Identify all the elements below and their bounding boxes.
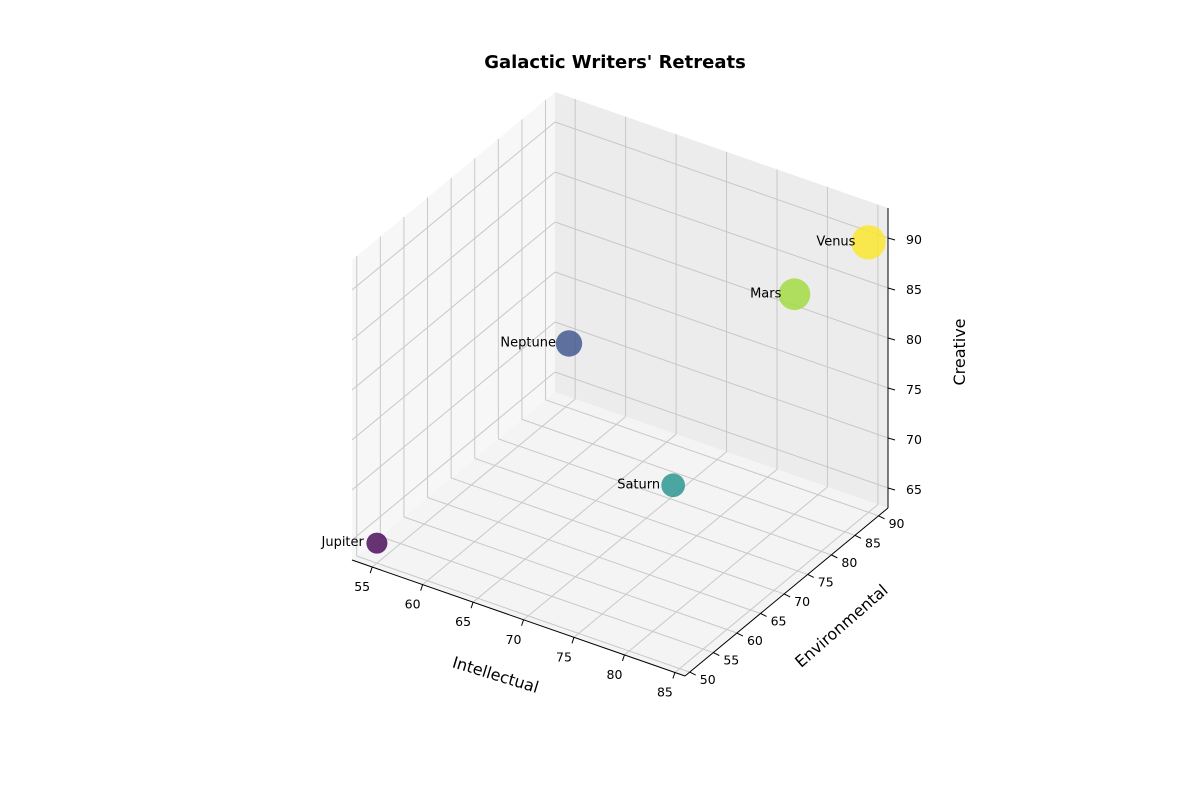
grid-line-z-back <box>554 321 889 439</box>
grid-line-z-side <box>351 271 556 441</box>
grid-line-y-floor <box>521 418 856 536</box>
y-tick-mark <box>689 671 696 676</box>
y-tick-label: 85 <box>865 535 881 550</box>
axis-panes <box>352 92 888 676</box>
y-axis-line <box>684 507 889 677</box>
y-tick-label: 50 <box>700 672 716 687</box>
y-tick-label: 80 <box>841 555 857 570</box>
axis-lines <box>351 208 896 679</box>
side-pane <box>352 92 555 560</box>
x-tick-label: 60 <box>405 597 421 612</box>
data-label-mars: Mars <box>750 286 782 301</box>
x-tick-label: 85 <box>657 684 673 699</box>
z-tick-label: 75 <box>906 382 922 397</box>
x-tick-label: 70 <box>506 632 522 647</box>
x-tick-mark <box>672 672 676 679</box>
grid-line-x-floor <box>422 416 626 585</box>
grid-line-x-floor <box>472 433 677 603</box>
data-points: Venus Mars Neptune Saturn Jupiter <box>321 225 886 554</box>
grid-line-x-floor <box>523 451 727 621</box>
z-tick-label: 65 <box>906 482 922 497</box>
grid-line-y-floor <box>427 497 761 614</box>
data-point-neptune <box>555 330 583 357</box>
z-tick-label: 90 <box>906 232 922 247</box>
grid-line-z-side <box>351 221 556 391</box>
grid-line-y-floor <box>450 477 785 595</box>
grid-line-y-floor <box>403 516 738 634</box>
grid-line-x-floor <box>624 486 828 656</box>
y-tick-label: 60 <box>747 633 763 648</box>
z-tick-label: 70 <box>906 432 922 447</box>
y-tick-mark <box>831 554 838 559</box>
data-point-mars <box>778 278 811 311</box>
z-tick-label: 80 <box>906 332 922 347</box>
data-point-saturn <box>661 473 686 498</box>
z-tick-mark <box>887 387 896 391</box>
grid-line-x-floor <box>371 398 576 568</box>
grid-line-y-floor <box>380 536 714 654</box>
grid-line-z-back <box>554 171 889 289</box>
y-tick-label: 65 <box>771 613 787 628</box>
grid-line-z-side <box>351 171 556 341</box>
y-tick-label: 70 <box>794 594 810 609</box>
data-label-venus: Venus <box>816 234 855 249</box>
grid-line-z-side <box>351 121 556 291</box>
z-tick-mark <box>887 287 896 291</box>
y-tick-mark <box>854 534 862 539</box>
x-tick-mark <box>521 619 525 626</box>
data-label-neptune: Neptune <box>500 335 556 350</box>
data-point-venus <box>851 225 886 260</box>
data-label-jupiter: Jupiter <box>321 535 365 550</box>
grid-line-z-back <box>554 221 889 339</box>
x-tick-mark <box>470 602 474 609</box>
x-tick-mark <box>571 637 575 644</box>
x-tick-label: 80 <box>607 667 623 682</box>
z-tick-mark <box>887 237 896 241</box>
back-pane <box>555 92 888 508</box>
x-axis-line <box>351 559 686 677</box>
z-tick-mark <box>887 337 896 341</box>
grid-lines <box>351 99 889 673</box>
y-tick-mark <box>713 652 720 657</box>
grid-line-y-floor <box>356 555 690 673</box>
z-tick-mark <box>887 487 896 491</box>
y-tick-mark <box>807 573 814 578</box>
grid-line-z-side <box>351 371 556 541</box>
grid-line-z-back <box>554 121 889 239</box>
y-tick-mark <box>783 593 791 598</box>
z-tick-mark <box>887 437 896 441</box>
data-label-saturn: Saturn <box>617 477 660 492</box>
grid-line-x-floor <box>674 504 879 673</box>
z-tick-label: 85 <box>906 282 922 297</box>
x-tick-label: 55 <box>354 579 370 594</box>
x-tick-mark <box>621 654 625 662</box>
y-tick-label: 55 <box>723 653 739 668</box>
grid-line-y-floor <box>545 399 879 517</box>
grid-line-z-back <box>554 271 889 389</box>
y-tick-label: 90 <box>889 516 905 531</box>
grid-line-x-floor <box>573 468 778 638</box>
grid-line-z-side <box>351 321 556 491</box>
chart-title: Galactic Writers' Retreats <box>484 52 746 73</box>
floor-pane <box>352 392 888 676</box>
y-tick-mark <box>760 613 767 617</box>
y-tick-mark <box>878 515 885 520</box>
x-tick-mark <box>420 584 424 591</box>
y-tick-label: 75 <box>818 574 834 589</box>
data-point-jupiter <box>366 532 388 554</box>
x-tick-label: 75 <box>556 649 572 664</box>
grid-line-z-back <box>554 371 889 489</box>
grid-line-y-floor <box>474 457 808 575</box>
grid-line-y-floor <box>498 438 832 556</box>
tick-labels: 55 60 65 70 75 80 85 50 55 60 65 70 75 80 85 90 65 70 75 80… <box>354 232 922 699</box>
z-axis-label: Creative <box>950 318 969 385</box>
y-tick-mark <box>736 632 744 637</box>
x-tick-mark <box>369 566 373 574</box>
x-tick-label: 65 <box>455 614 471 629</box>
